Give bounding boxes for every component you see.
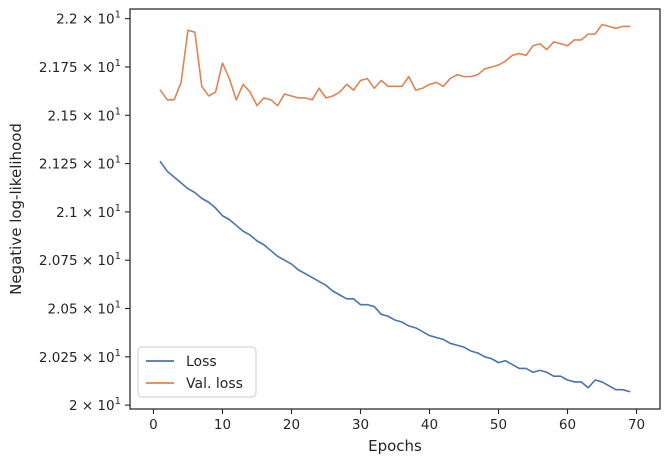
legend-label: Loss [186,354,217,370]
y-tick-label: 2.125 × 101 [39,155,121,173]
x-axis: 0 10 20 30 40 50 60 70 [149,409,645,433]
legend-label: Val. loss [186,376,243,392]
series-layer [159,23,631,393]
x-tick-label: 0 [149,417,158,433]
x-tick-label: 10 [214,417,231,433]
axes-frame [129,8,661,410]
x-tick-label: 20 [283,417,300,433]
x-tick-label: 60 [559,417,576,433]
x-tick-label: 70 [628,417,645,433]
legend: Loss Val. loss [137,346,257,398]
y-tick-label: 2.15 × 101 [47,106,121,124]
x-tick-label: 40 [421,417,438,433]
y-tick-label: 2.1 × 101 [56,203,121,221]
y-tick-label: 2.025 × 101 [39,348,121,366]
y-axis-title: Negative log-likelihood [7,123,25,295]
series-line-val-loss [159,23,631,107]
y-tick-label: 2.175 × 101 [39,58,121,76]
series-line-loss [159,160,631,393]
plot-area [129,8,661,410]
legend-box [137,346,257,398]
x-tick-label: 50 [490,417,507,433]
x-axis-title: Epochs [368,437,422,455]
y-tick-label: 2.05 × 101 [47,300,121,318]
y-tick-label: 2 × 101 [69,396,121,414]
y-axis: 2 × 101 2.025 × 101 2.05 × 101 2.075 × 101 2… [39,10,130,414]
y-tick-label: 2.2 × 101 [56,10,121,28]
y-tick-label: 2.075 × 101 [39,251,121,269]
x-tick-label: 30 [352,417,369,433]
